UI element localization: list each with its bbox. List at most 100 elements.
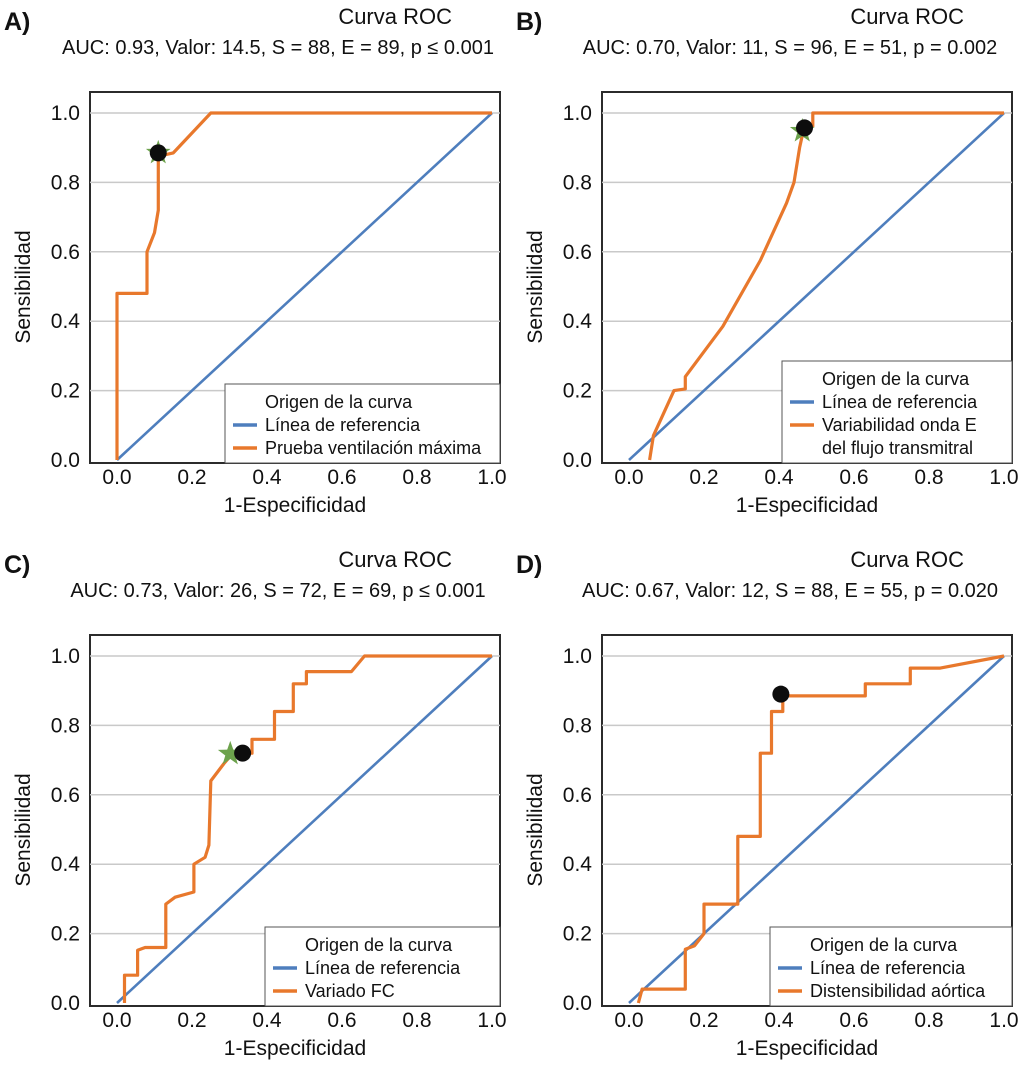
reference-line xyxy=(628,112,1005,461)
legend-box xyxy=(769,926,1013,1007)
y-tick-label: 0.2 xyxy=(563,923,592,946)
y-tick-label: 0.0 xyxy=(563,992,592,1015)
y-tick-label: 0.6 xyxy=(563,241,592,264)
optimal-point-marker xyxy=(149,144,167,162)
x-tick-label: 0.8 xyxy=(402,1009,431,1032)
y-tick-label: 0.2 xyxy=(51,923,80,946)
x-tick-label: 1.0 xyxy=(989,1009,1018,1032)
panel-label: D) xyxy=(516,551,542,579)
legend-label: del flujo transmitral xyxy=(822,438,973,458)
y-tick-label: 0.8 xyxy=(51,171,80,194)
roc-panel-d: Origen de la curva Línea de referencia Dis… xyxy=(516,547,1019,1060)
x-axis-title: 1-Especificidad xyxy=(736,494,878,517)
panel-label: C) xyxy=(4,551,30,579)
legend-label: Línea de referencia xyxy=(265,415,421,435)
x-tick-label: 0.2 xyxy=(177,1009,206,1032)
y-tick-label: 0.0 xyxy=(51,449,80,472)
y-tick-label: 0.4 xyxy=(563,310,593,333)
x-tick-label: 0.6 xyxy=(327,1009,356,1032)
y-tick-label: 1.0 xyxy=(563,102,592,125)
legend-label: Variabilidad onda E xyxy=(822,415,977,435)
y-axis-title: Sensibilidad xyxy=(12,773,35,886)
legend-label: Prueba ventilación máxima xyxy=(265,438,482,458)
x-tick-label: 0.6 xyxy=(327,466,356,489)
x-tick-label: 0.0 xyxy=(102,1009,131,1032)
y-tick-label: 1.0 xyxy=(563,645,592,668)
x-tick-label: 0.8 xyxy=(914,1009,943,1032)
y-tick-label: 0.2 xyxy=(51,380,80,403)
x-tick-label: 1.0 xyxy=(477,1009,506,1032)
reference-line xyxy=(116,655,493,1004)
x-tick-label: 0.8 xyxy=(914,466,943,489)
y-tick-label: 1.0 xyxy=(51,102,80,125)
x-tick-label: 0.2 xyxy=(689,1009,718,1032)
roc-panel-c: Origen de la curva Línea de referencia Var… xyxy=(4,547,507,1060)
y-tick-label: 0.8 xyxy=(563,171,592,194)
y-tick-label: 0.8 xyxy=(51,714,80,737)
y-tick-label: 0.6 xyxy=(563,784,592,807)
x-tick-label: 1.0 xyxy=(477,466,506,489)
x-tick-label: 0.2 xyxy=(177,466,206,489)
y-tick-label: 0.2 xyxy=(563,380,592,403)
chart-subtitle: AUC: 0.93, Valor: 14.5, S = 88, E = 89, … xyxy=(62,37,494,59)
y-tick-label: 0.4 xyxy=(563,853,593,876)
chart-title: Curva ROC xyxy=(338,547,452,572)
chart-title: Curva ROC xyxy=(338,4,452,29)
roc-panel-b: Origen de la curva Línea de referencia Var… xyxy=(516,4,1019,517)
x-tick-label: 0.4 xyxy=(252,1009,282,1032)
y-tick-label: 0.6 xyxy=(51,784,80,807)
legend-box xyxy=(264,926,501,1007)
optimal-star-marker xyxy=(217,740,243,765)
x-tick-label: 0.6 xyxy=(839,466,868,489)
panel-label: A) xyxy=(4,8,30,36)
legend-title: Origen de la curva xyxy=(305,935,453,955)
legend-title: Origen de la curva xyxy=(810,935,958,955)
chart-subtitle: AUC: 0.73, Valor: 26, S = 72, E = 69, p … xyxy=(70,580,485,602)
x-tick-label: 0.2 xyxy=(689,466,718,489)
y-tick-label: 0.0 xyxy=(563,449,592,472)
x-axis-title: 1-Especificidad xyxy=(224,494,366,517)
chart-subtitle: AUC: 0.67, Valor: 12, S = 88, E = 55, p … xyxy=(582,580,998,602)
roc-curve xyxy=(122,654,492,1003)
legend-box xyxy=(224,383,501,464)
legend-label: Línea de referencia xyxy=(305,958,461,978)
y-axis-title: Sensibilidad xyxy=(12,230,35,343)
optimal-point-marker xyxy=(796,119,813,137)
optimal-point-marker xyxy=(772,685,790,703)
legend-label: Línea de referencia xyxy=(822,392,978,412)
x-tick-label: 0.6 xyxy=(839,1009,868,1032)
x-axis-title: 1-Especificidad xyxy=(736,1037,878,1060)
x-tick-label: 0.4 xyxy=(252,466,282,489)
x-tick-label: 0.4 xyxy=(764,466,794,489)
panel-label: B) xyxy=(516,8,542,36)
x-tick-label: 1.0 xyxy=(989,466,1018,489)
chart-subtitle: AUC: 0.70, Valor: 11, S = 96, E = 51, p … xyxy=(583,37,998,59)
chart-title: Curva ROC xyxy=(850,4,964,29)
reference-line xyxy=(116,112,493,461)
x-tick-label: 0.0 xyxy=(614,1009,643,1032)
legend-title: Origen de la curva xyxy=(822,369,970,389)
roc-panel-a: Origen de la curva Línea de referencia Pru… xyxy=(4,4,507,517)
optimal-point-marker xyxy=(234,744,252,762)
legend-label: Variado FC xyxy=(305,981,395,1001)
y-tick-label: 0.4 xyxy=(51,853,81,876)
x-tick-label: 0.4 xyxy=(764,1009,794,1032)
y-tick-label: 0.0 xyxy=(51,992,80,1015)
legend-title: Origen de la curva xyxy=(265,392,413,412)
x-axis-title: 1-Especificidad xyxy=(224,1037,366,1060)
x-tick-label: 0.0 xyxy=(102,466,131,489)
roc-curve xyxy=(636,654,1005,1004)
x-tick-label: 0.8 xyxy=(402,466,431,489)
x-tick-label: 0.0 xyxy=(614,466,643,489)
y-axis-title: Sensibilidad xyxy=(524,773,547,886)
y-axis-title: Sensibilidad xyxy=(524,230,547,343)
legend-box xyxy=(781,360,1013,464)
y-tick-label: 0.6 xyxy=(51,241,80,264)
legend-label: Distensibilidad aórtica xyxy=(810,981,986,1001)
y-tick-label: 0.8 xyxy=(563,714,592,737)
roc-curve xyxy=(115,111,492,460)
y-tick-label: 0.4 xyxy=(51,310,81,333)
chart-title: Curva ROC xyxy=(850,547,964,572)
legend-label: Línea de referencia xyxy=(810,958,966,978)
